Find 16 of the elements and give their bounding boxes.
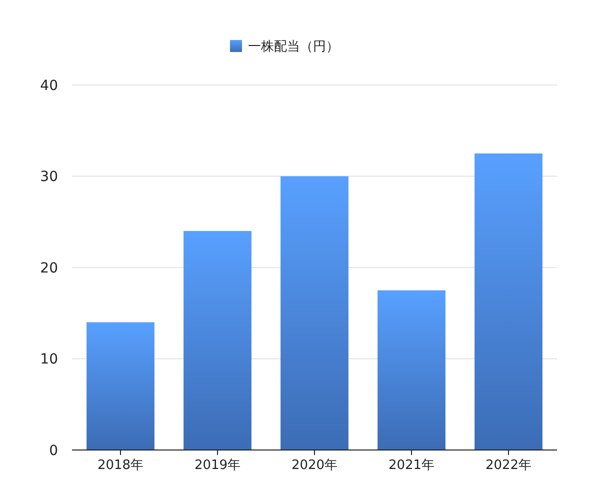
y-tick-label: 0 [49,442,58,459]
x-tick-label: 2019年 [194,458,241,473]
bar [474,153,542,450]
y-tick-label: 10 [40,352,58,368]
y-tick-label: 40 [40,78,58,94]
x-tick-label: 2021年 [388,458,435,473]
legend-label: 一株配当（円） [248,40,339,55]
x-tick-label: 2018年 [97,458,144,473]
bar [280,176,348,450]
bar [184,231,252,450]
bar [86,322,154,450]
x-tick-label: 2020年 [291,458,338,473]
x-tick-label: 2022年 [485,458,532,473]
bar [378,290,446,450]
y-tick-label: 30 [40,169,58,186]
y-tick-label: 20 [40,260,58,276]
